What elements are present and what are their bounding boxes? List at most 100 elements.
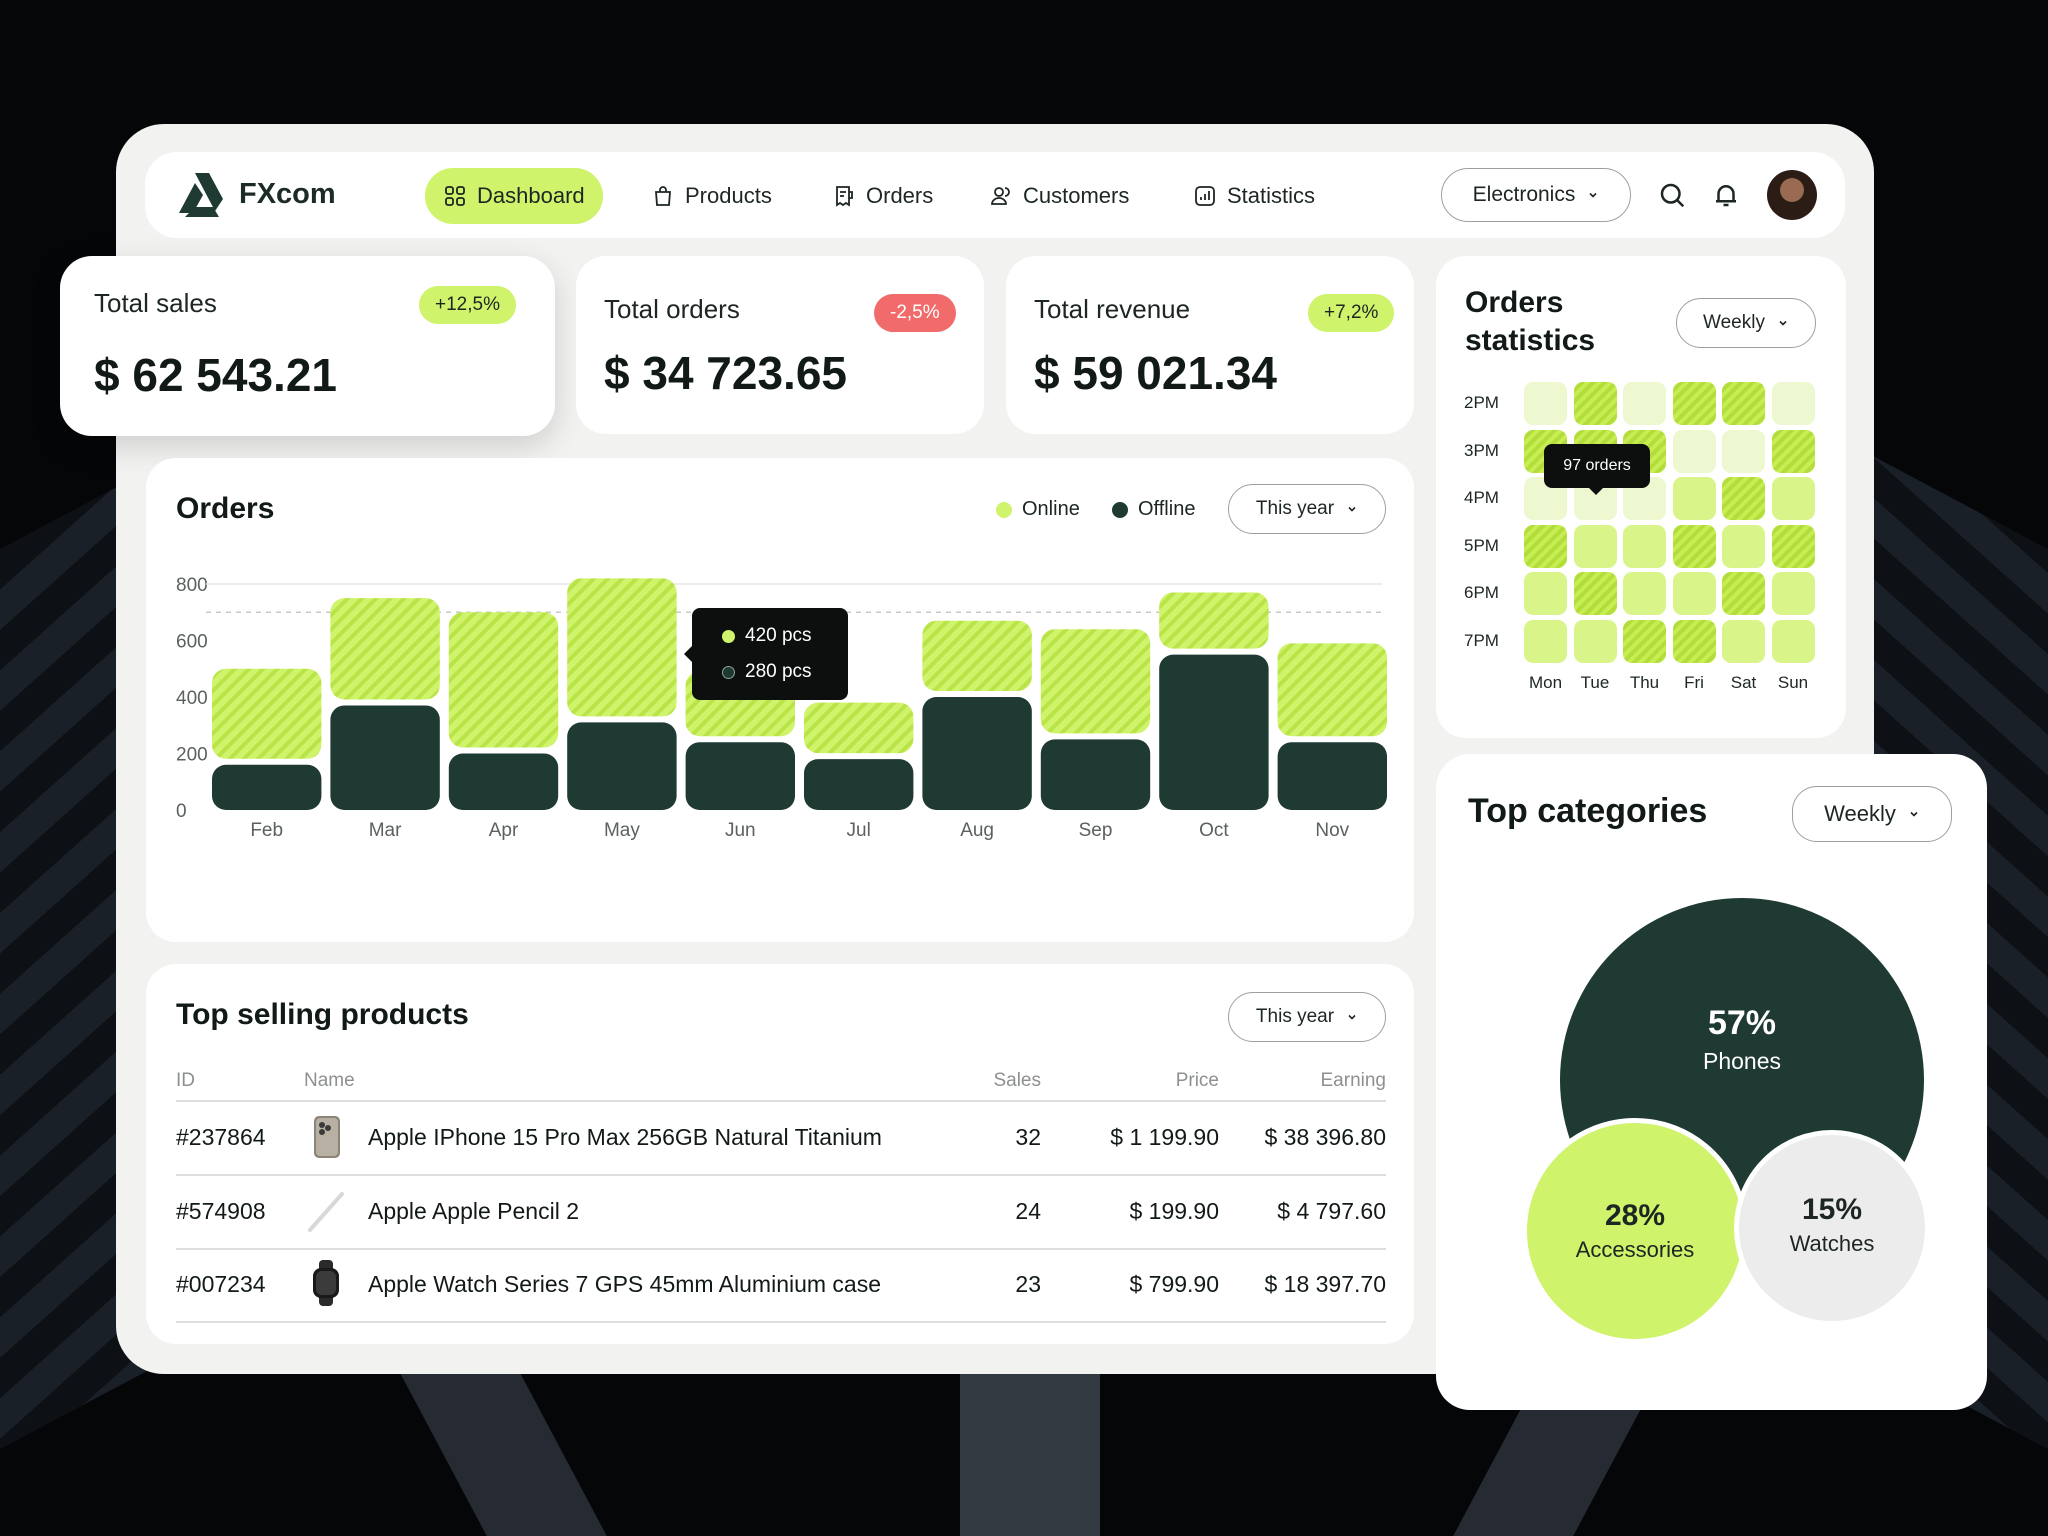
row-name: Apple Apple Pencil 2 xyxy=(368,1198,579,1224)
heatmap-cell[interactable] xyxy=(1672,429,1716,473)
heatmap-cell[interactable] xyxy=(1573,572,1617,615)
stat-value: $ 34 723.65 xyxy=(604,347,848,399)
column-header-name[interactable]: Name xyxy=(304,1070,355,1091)
category-bubble-accessories[interactable]: 28% Accessories xyxy=(1522,1118,1748,1344)
orders-period-select[interactable]: This year xyxy=(1228,484,1386,534)
bar-online[interactable] xyxy=(1159,592,1269,649)
bar-offline[interactable] xyxy=(330,705,440,810)
bar-online[interactable] xyxy=(567,578,677,717)
bar-offline[interactable] xyxy=(1159,654,1269,810)
heatmap-cell[interactable] xyxy=(1573,382,1617,425)
category-percent: 15% xyxy=(1801,1193,1863,1226)
heatmap-cell[interactable] xyxy=(1722,429,1765,473)
nav-products[interactable]: Products xyxy=(633,168,790,224)
heatmap-day-label: Mon xyxy=(1528,673,1563,692)
legend-online: Online xyxy=(996,498,1080,521)
bar-offline[interactable] xyxy=(1040,739,1151,810)
heatmap-cell[interactable] xyxy=(1524,382,1567,425)
bar-online[interactable] xyxy=(330,598,440,700)
bar-online[interactable] xyxy=(212,668,322,759)
nav-statistics[interactable]: Statistics xyxy=(1175,168,1333,224)
change-badge: +12,5% xyxy=(419,286,516,324)
heatmap-cell[interactable] xyxy=(1722,619,1765,663)
heatmap-cell[interactable] xyxy=(1573,524,1617,568)
bar-offline[interactable] xyxy=(567,722,677,810)
heatmap-cell[interactable] xyxy=(1672,382,1716,425)
top-categories-period-select[interactable]: Weekly xyxy=(1792,786,1952,842)
heatmap-cell[interactable] xyxy=(1524,524,1567,568)
orders-bar-chart: 0 200 400 600 800 Feb Mar Apr May Jun Jul Aug Sep Oct… xyxy=(176,575,1387,841)
background-beam xyxy=(960,1360,1100,1536)
heatmap-cell[interactable] xyxy=(1771,429,1815,473)
category-bubble-watches[interactable]: 15% Watches xyxy=(1734,1130,1930,1326)
x-tick-label: Aug xyxy=(960,820,994,841)
bar-online[interactable] xyxy=(1040,629,1151,734)
heatmap-cell[interactable] xyxy=(1623,619,1666,663)
receipt-icon xyxy=(836,186,853,207)
top-categories-card: Top categories Weekly 57% Phones 28% Acc… xyxy=(1436,754,1987,1410)
heatmap-cell[interactable] xyxy=(1573,619,1617,663)
row-earning: $ 18 397.70 xyxy=(1264,1271,1386,1297)
x-tick-label: Jul xyxy=(847,820,871,841)
heatmap-cell[interactable] xyxy=(1623,524,1666,568)
pencil-thumb-icon xyxy=(308,1192,344,1232)
row-id: #237864 xyxy=(176,1124,266,1150)
title-line: statistics xyxy=(1465,324,1596,357)
heatmap-cell[interactable] xyxy=(1722,477,1765,520)
top-categories-period-value: Weekly xyxy=(1824,801,1896,826)
bar-offline[interactable] xyxy=(212,764,322,810)
heatmap-cell[interactable] xyxy=(1771,619,1815,663)
bar-offline[interactable] xyxy=(922,697,1032,810)
nav-customers[interactable]: Customers xyxy=(971,168,1147,224)
heatmap-cell[interactable] xyxy=(1771,572,1815,615)
bar-online[interactable] xyxy=(922,620,1032,691)
search-icon[interactable] xyxy=(1657,180,1687,210)
column-header-earning[interactable]: Earning xyxy=(1320,1070,1387,1091)
bar-offline[interactable] xyxy=(448,753,559,811)
bar-offline[interactable] xyxy=(1277,742,1387,810)
column-header-sales[interactable]: Sales xyxy=(993,1070,1041,1091)
column-header-id[interactable]: ID xyxy=(176,1070,195,1091)
heatmap-cell[interactable] xyxy=(1672,524,1716,568)
category-label: Accessories xyxy=(1575,1237,1695,1262)
category-select[interactable]: Electronics xyxy=(1441,168,1631,222)
bar-offline[interactable] xyxy=(804,759,914,810)
heatmap-day-label: Sun xyxy=(1777,673,1809,692)
nav-dashboard[interactable]: Dashboard xyxy=(425,168,603,224)
stat-value: $ 62 543.21 xyxy=(94,349,338,401)
bell-icon[interactable] xyxy=(1711,180,1741,210)
logo[interactable]: FXcom xyxy=(175,169,336,219)
row-earning: $ 4 797.60 xyxy=(1277,1198,1386,1224)
row-price: $ 199.90 xyxy=(1129,1198,1219,1224)
avatar[interactable] xyxy=(1767,170,1817,220)
bar-offline[interactable] xyxy=(685,742,795,810)
heatmap-hour-label: 6PM xyxy=(1464,583,1499,602)
tooltip-dot-offline xyxy=(722,665,735,679)
bar-online[interactable] xyxy=(1277,643,1387,737)
heatmap-cell[interactable] xyxy=(1672,619,1716,663)
orders-statistics-card: Orders statistics Weekly 2PM 3PM 4PM 5PM 6PM… xyxy=(1436,256,1846,738)
heatmap-cell[interactable] xyxy=(1524,572,1567,615)
nav-orders[interactable]: Orders xyxy=(814,168,951,224)
heatmap-cell[interactable] xyxy=(1771,477,1815,520)
orders-statistics-period-select[interactable]: Weekly xyxy=(1676,298,1816,348)
heatmap-cell[interactable] xyxy=(1623,382,1666,425)
heatmap-day-label: Sat xyxy=(1730,673,1757,692)
heatmap-cell[interactable] xyxy=(1623,572,1666,615)
heatmap-cell[interactable] xyxy=(1524,619,1567,663)
bar-online[interactable] xyxy=(448,612,559,748)
app-name: FXcom xyxy=(239,177,336,210)
bar-online[interactable] xyxy=(804,702,914,754)
heatmap-cell[interactable] xyxy=(1722,572,1765,615)
row-price: $ 1 199.90 xyxy=(1110,1124,1219,1150)
logo-icon xyxy=(179,173,223,217)
heatmap-cell[interactable] xyxy=(1672,477,1716,520)
heatmap-cell[interactable] xyxy=(1771,382,1815,425)
heatmap-cell[interactable] xyxy=(1672,572,1716,615)
heatmap-cell[interactable] xyxy=(1722,382,1765,425)
heatmap-cell[interactable] xyxy=(1771,524,1815,568)
products-period-select[interactable]: This year xyxy=(1228,992,1386,1042)
heatmap-cell[interactable] xyxy=(1722,524,1765,568)
column-header-price[interactable]: Price xyxy=(1175,1070,1219,1091)
category-select-value: Electronics xyxy=(1472,183,1576,206)
